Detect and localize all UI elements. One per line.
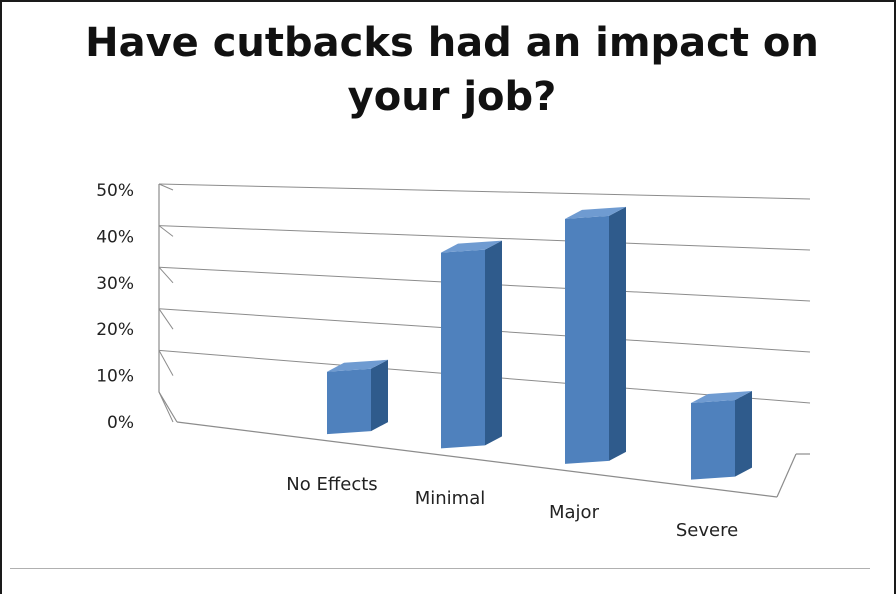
chart-title: Have cutbacks had an impact on your job? bbox=[85, 20, 819, 120]
bar-top bbox=[327, 359, 388, 372]
gridline-side-0 bbox=[158, 391, 174, 423]
y-tick-label: 20% bbox=[96, 320, 134, 340]
floor-front-edge bbox=[176, 421, 778, 498]
bar-front bbox=[441, 249, 485, 449]
y-tick-label: 40% bbox=[96, 227, 134, 247]
x-tick-label: No Effects bbox=[286, 474, 377, 495]
gridline-side-4 bbox=[158, 225, 174, 237]
bottom-divider bbox=[10, 568, 870, 569]
bar-side bbox=[609, 206, 626, 461]
gridline-side-2 bbox=[158, 308, 174, 330]
y-tick-label: 30% bbox=[96, 274, 134, 294]
bar-side bbox=[371, 359, 388, 432]
bar bbox=[565, 206, 626, 464]
gridline-4 bbox=[158, 225, 811, 251]
bar-front bbox=[327, 368, 371, 435]
bar-top bbox=[565, 206, 626, 219]
gridline-side-1 bbox=[158, 350, 174, 376]
bar bbox=[691, 390, 752, 480]
x-tick-label: Severe bbox=[676, 520, 738, 541]
gridline-side-5 bbox=[158, 183, 174, 191]
y-tick-label: 10% bbox=[96, 367, 134, 387]
bar-side bbox=[485, 240, 502, 446]
bar bbox=[441, 240, 502, 449]
y-tick-label: 0% bbox=[107, 413, 134, 433]
x-tick-label: Major bbox=[549, 502, 600, 523]
bar-front bbox=[565, 215, 609, 464]
floor-left-edge bbox=[158, 391, 178, 423]
gridline-5 bbox=[158, 183, 811, 200]
bar-top bbox=[691, 390, 752, 403]
y-tick-label: 50% bbox=[96, 181, 134, 201]
bar bbox=[327, 359, 388, 435]
bar-side bbox=[735, 390, 752, 477]
floor-right-edge bbox=[776, 453, 797, 498]
gridline-side-3 bbox=[158, 266, 174, 284]
x-tick-label: Minimal bbox=[415, 488, 486, 509]
bar-top bbox=[441, 240, 502, 253]
bar-front bbox=[691, 399, 735, 480]
